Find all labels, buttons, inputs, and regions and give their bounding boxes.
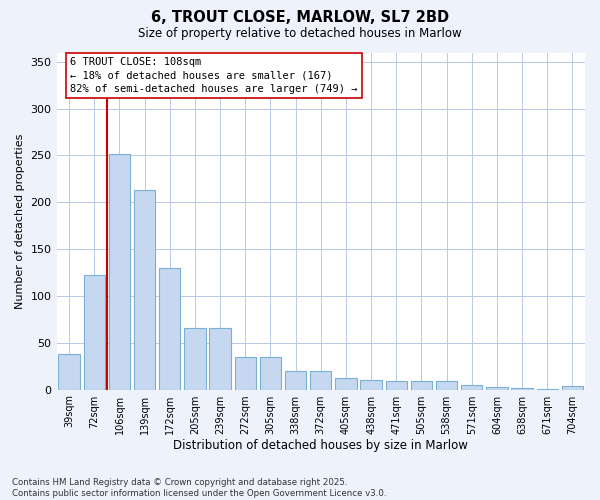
X-axis label: Distribution of detached houses by size in Marlow: Distribution of detached houses by size … (173, 440, 468, 452)
Text: Contains HM Land Registry data © Crown copyright and database right 2025.
Contai: Contains HM Land Registry data © Crown c… (12, 478, 386, 498)
Bar (536, 388, 558, 390)
Text: 6 TROUT CLOSE: 108sqm
← 18% of detached houses are smaller (167)
82% of semi-det: 6 TROUT CLOSE: 108sqm ← 18% of detached … (70, 57, 358, 94)
Bar (335, 378, 356, 390)
Bar (260, 357, 281, 390)
Bar (386, 381, 407, 390)
Text: 6, TROUT CLOSE, MARLOW, SL7 2BD: 6, TROUT CLOSE, MARLOW, SL7 2BD (151, 10, 449, 25)
Bar (411, 381, 432, 390)
Bar (511, 388, 533, 390)
Bar (109, 154, 130, 390)
Bar (184, 328, 206, 390)
Bar (159, 268, 181, 390)
Bar (209, 328, 231, 390)
Bar (461, 385, 482, 390)
Bar (486, 387, 508, 390)
Bar (83, 276, 105, 390)
Y-axis label: Number of detached properties: Number of detached properties (15, 134, 25, 308)
Bar (310, 371, 331, 390)
Text: Size of property relative to detached houses in Marlow: Size of property relative to detached ho… (138, 28, 462, 40)
Bar (285, 371, 307, 390)
Bar (58, 354, 80, 390)
Bar (235, 357, 256, 390)
Bar (562, 386, 583, 390)
Bar (436, 381, 457, 390)
Bar (361, 380, 382, 390)
Bar (134, 190, 155, 390)
